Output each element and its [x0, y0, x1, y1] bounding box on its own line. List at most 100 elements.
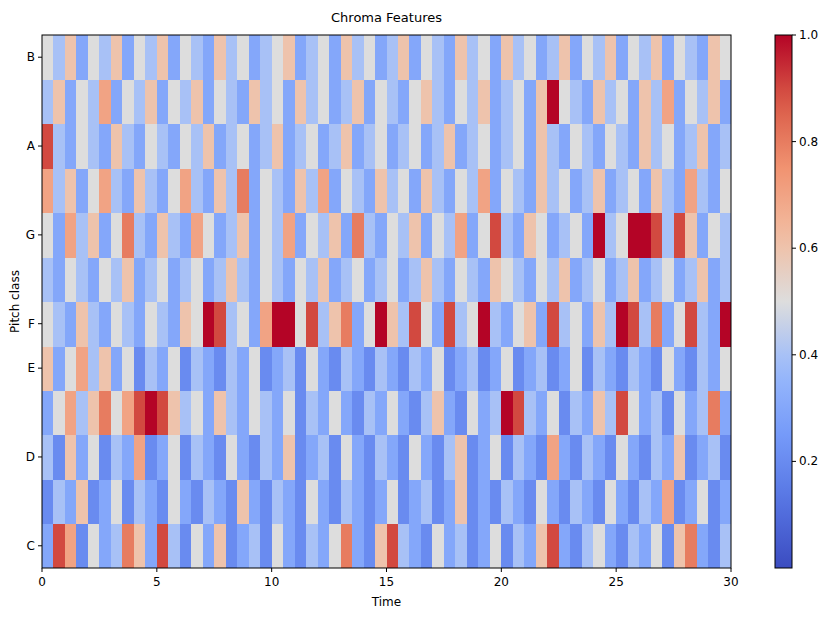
heatmap-cell: [708, 524, 720, 568]
heatmap-cell: [478, 124, 490, 169]
heatmap-cell: [444, 479, 456, 524]
heatmap-cell: [582, 435, 594, 480]
heatmap-cell: [88, 390, 100, 435]
heatmap-cell: [501, 257, 513, 302]
heatmap-cell: [593, 168, 605, 213]
heatmap-cell: [409, 479, 421, 524]
y-axis-title: Pitch class: [8, 270, 22, 333]
heatmap-cell: [685, 79, 697, 124]
heatmap-cell: [409, 390, 421, 435]
heatmap-cell: [53, 524, 65, 568]
heatmap-cell: [547, 435, 559, 480]
heatmap-cell: [547, 213, 559, 258]
heatmap-cell: [605, 390, 617, 435]
heatmap-cell: [134, 79, 146, 124]
heatmap-cell: [387, 302, 399, 347]
heatmap-cell: [295, 35, 307, 80]
heatmap-cell: [513, 302, 525, 347]
heatmap-cell: [214, 524, 226, 568]
chart: 051015202530CDEFGABChroma FeaturesTimePi…: [0, 0, 819, 619]
y-tick: [38, 146, 42, 147]
heatmap-cell: [697, 124, 709, 169]
heatmap-cell: [628, 257, 640, 302]
heatmap-cell: [708, 79, 720, 124]
heatmap-cell: [157, 79, 169, 124]
heatmap-cell: [432, 257, 444, 302]
heatmap-cell: [467, 524, 479, 568]
heatmap-cell: [409, 35, 421, 80]
heatmap-cell: [570, 479, 582, 524]
heatmap-cell: [421, 124, 433, 169]
heatmap-cell: [352, 435, 364, 480]
heatmap-cell: [513, 257, 525, 302]
heatmap-cell: [398, 168, 410, 213]
heatmap-cell: [720, 390, 731, 435]
heatmap-cell: [99, 302, 111, 347]
x-tick-label: 15: [379, 575, 394, 589]
heatmap-cell: [42, 257, 54, 302]
heatmap-cell: [214, 124, 226, 169]
heatmap-cell: [283, 346, 295, 391]
heatmap-cell: [639, 346, 651, 391]
heatmap-cell: [122, 124, 134, 169]
heatmap-cell: [387, 168, 399, 213]
heatmap-cell: [616, 79, 628, 124]
heatmap-cell: [605, 124, 617, 169]
heatmap-cell: [352, 168, 364, 213]
heatmap-cell: [455, 346, 467, 391]
heatmap-cell: [708, 390, 720, 435]
heatmap-cell: [697, 346, 709, 391]
heatmap-cell: [432, 302, 444, 347]
heatmap-cell: [490, 79, 502, 124]
heatmap-cell: [306, 124, 318, 169]
heatmap-cell: [651, 346, 663, 391]
heatmap-cell: [53, 79, 65, 124]
colorbar-tick: [792, 35, 796, 36]
heatmap-cell: [570, 79, 582, 124]
heatmap-cell: [249, 390, 261, 435]
heatmap-cell: [662, 168, 674, 213]
heatmap-cell: [478, 213, 490, 258]
heatmap-cell: [387, 435, 399, 480]
heatmap-cell: [53, 257, 65, 302]
heatmap-cell: [559, 479, 571, 524]
y-tick-label: D: [26, 450, 35, 464]
heatmap-cell: [616, 168, 628, 213]
heatmap-cell: [536, 35, 548, 80]
heatmap-cell: [76, 435, 88, 480]
heatmap-cell: [421, 213, 433, 258]
heatmap-cell: [570, 35, 582, 80]
heatmap-cell: [674, 524, 686, 568]
heatmap-cell: [53, 168, 65, 213]
heatmap-cell: [639, 257, 651, 302]
heatmap-cell: [180, 302, 192, 347]
heatmap-cell: [329, 302, 341, 347]
heatmap-cell: [88, 79, 100, 124]
heatmap-cell: [662, 35, 674, 80]
heatmap-cell: [639, 79, 651, 124]
x-axis-title: Time: [371, 595, 401, 609]
heatmap-cell: [168, 479, 180, 524]
heatmap-cell: [570, 213, 582, 258]
heatmap-cell: [111, 479, 123, 524]
heatmap-cell: [329, 257, 341, 302]
heatmap-cell: [237, 124, 249, 169]
heatmap-cell: [490, 390, 502, 435]
heatmap-cell: [559, 213, 571, 258]
heatmap-cell: [329, 390, 341, 435]
heatmap-cell: [99, 524, 111, 568]
heatmap-cell: [88, 257, 100, 302]
heatmap-cell: [237, 479, 249, 524]
heatmap-cell: [582, 79, 594, 124]
heatmap-cell: [559, 257, 571, 302]
heatmap-cell: [536, 79, 548, 124]
heatmap-cell: [651, 302, 663, 347]
heatmap-cell: [513, 435, 525, 480]
heatmap-cell: [524, 124, 536, 169]
heatmap-cell: [524, 302, 536, 347]
heatmap-cell: [237, 35, 249, 80]
heatmap-cell: [42, 435, 54, 480]
heatmap-cell: [662, 302, 674, 347]
heatmap-cell: [329, 479, 341, 524]
heatmap-cell: [260, 168, 272, 213]
